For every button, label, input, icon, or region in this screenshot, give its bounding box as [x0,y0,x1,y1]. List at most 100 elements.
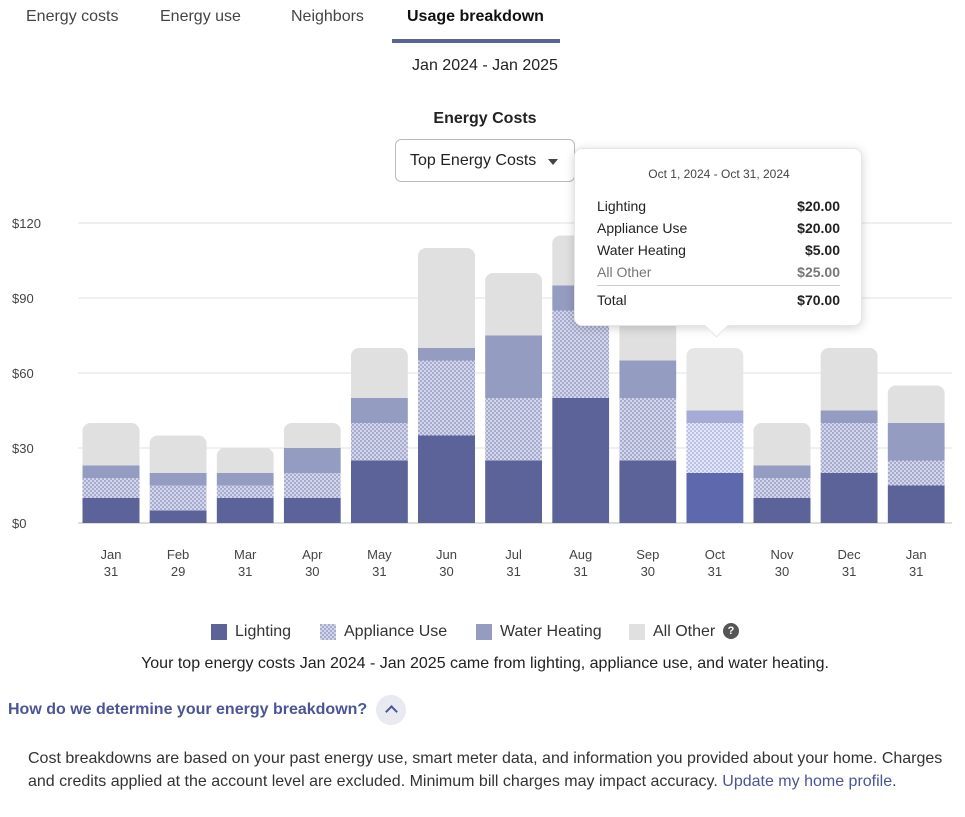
bar-segment-lighting [418,435,475,523]
bar-segment-lighting [887,485,945,523]
bar-segment-appliance-use [820,423,878,473]
bar-segment-appliance-use [350,423,408,461]
faq-body-text: Cost breakdowns are based on your past e… [28,750,943,790]
legend-swatch-lighting [211,624,227,640]
x-tick-label: May [367,547,392,562]
bar-segment-all-other [283,423,341,448]
tooltip-value: $5.00 [804,242,840,258]
chart-title: Energy Costs [433,110,537,127]
bar-segment-all-other [753,423,811,466]
y-tick-label: $0 [12,516,26,531]
x-tick-label: Mar [234,547,257,562]
bar-stack[interactable] [686,348,744,523]
cost-type-dropdown[interactable]: Top Energy Costs [395,139,575,182]
x-tick-label: Jan [101,547,122,562]
x-tick-label: 31 [573,564,587,579]
chart-legend: Lighting Appliance Use Water Heating All… [0,622,965,644]
help-icon[interactable]: ? [723,623,739,639]
tab-bar: Energy costs Energy use Neighbors Usage … [0,0,965,44]
x-tick-label: Nov [770,547,794,562]
update-home-profile-link[interactable]: Update my home profile [722,772,893,790]
bar-stack[interactable] [619,298,677,523]
y-tick-label: $30 [12,441,34,456]
bar-segment-lighting [619,460,677,523]
bar-stack[interactable] [149,435,207,524]
tab-energy-use[interactable]: Energy use [160,8,241,25]
bar-segment-water-heating [82,465,140,478]
y-tick-label: $60 [12,366,34,381]
legend-label: Lighting [235,623,292,640]
energy-cost-chart: $0 $30 $60 $90 $120 Jan 31 Feb 29 Mar 31 Apr 30 May 31… [12,216,952,579]
bar-segment-lighting [82,498,140,523]
bar-segment-water-heating [820,410,878,423]
tooltip-total-label: Total [597,292,627,308]
x-tick-label: 30 [439,564,453,579]
chevron-up-icon[interactable] [376,695,406,725]
x-tick-label: Dec [838,547,862,562]
faq-title[interactable]: How do we determine your energy breakdow… [8,701,368,718]
legend-swatch-all-other [629,624,645,640]
x-tick-label: 31 [506,564,520,579]
tooltip-label: All Other [597,264,652,280]
bar-stack[interactable] [753,423,811,523]
bar-stack[interactable] [418,248,475,523]
legend-swatch-appliance-use [320,624,336,640]
x-tick-label: 30 [641,564,655,579]
tooltip-value: $25.00 [797,264,840,280]
bar-segment-all-other [887,385,945,423]
tooltip-row-total: Total $70.00 [597,292,840,310]
tab-usage-breakdown[interactable]: Usage breakdown [407,8,544,25]
faq-body: Cost breakdowns are based on your past e… [28,748,948,793]
tooltip-row-all-other: All Other $25.00 [597,264,840,282]
bar-segment-all-other [149,435,207,473]
tooltip-label: Appliance Use [597,220,688,236]
bar-segment-appliance-use [216,485,274,498]
legend-label: Appliance Use [344,623,448,640]
tooltip-label: Water Heating [597,242,686,258]
y-tick-label: $90 [12,291,34,306]
tooltip-value: $20.00 [797,220,840,236]
x-tick-label: Jun [436,547,457,562]
bar-segment-water-heating [686,410,744,423]
legend-label: Water Heating [500,623,602,640]
bar-stack[interactable] [216,448,274,523]
tab-energy-costs[interactable]: Energy costs [26,8,119,25]
x-tick-label: 31 [104,564,118,579]
bar-segment-water-heating [753,465,811,478]
bar-stack[interactable] [82,423,140,523]
bar-stack[interactable] [350,348,408,523]
faq-link-suffix: . [892,772,897,790]
x-tick-label: Oct [705,547,726,562]
bar-stack[interactable] [283,423,341,523]
bar-segment-lighting [149,510,207,523]
x-tick-label: 31 [238,564,252,579]
legend-swatch-water-heating [476,624,492,640]
summary-text: Your top energy costs Jan 2024 - Jan 202… [141,655,829,672]
tooltip-label: Lighting [597,198,647,214]
tab-neighbors[interactable]: Neighbors [291,8,364,25]
x-tick-label: Feb [167,547,189,562]
x-tick-label: Jul [505,547,522,562]
bar-segment-appliance-use [149,485,207,511]
tooltip-row-lighting: Lighting $20.00 [597,198,840,216]
bar-segment-lighting [753,498,811,523]
bar-segment-water-heating [149,473,207,486]
x-tick-label: Apr [302,547,323,562]
bar-stack[interactable] [887,385,945,524]
tooltip-row-water-heating: Water Heating $5.00 [597,242,840,260]
active-tab-indicator [392,39,560,43]
y-tick-label: $120 [12,216,41,231]
tooltip-divider [597,285,840,286]
x-tick-label: Jan [906,547,927,562]
bar-segment-appliance-use [753,478,811,498]
tooltip-value: $20.00 [797,198,840,214]
bar-segment-all-other [350,348,408,398]
bar-segment-all-other [418,248,475,348]
bar-segment-appliance-use [686,423,744,473]
x-tick-label: 30 [305,564,319,579]
bar-stack[interactable] [485,273,543,523]
dropdown-selected-value: Top Energy Costs [410,152,537,169]
bar-segment-lighting [283,498,341,523]
bar-stack[interactable] [820,348,878,523]
x-tick-label: 31 [909,564,923,579]
